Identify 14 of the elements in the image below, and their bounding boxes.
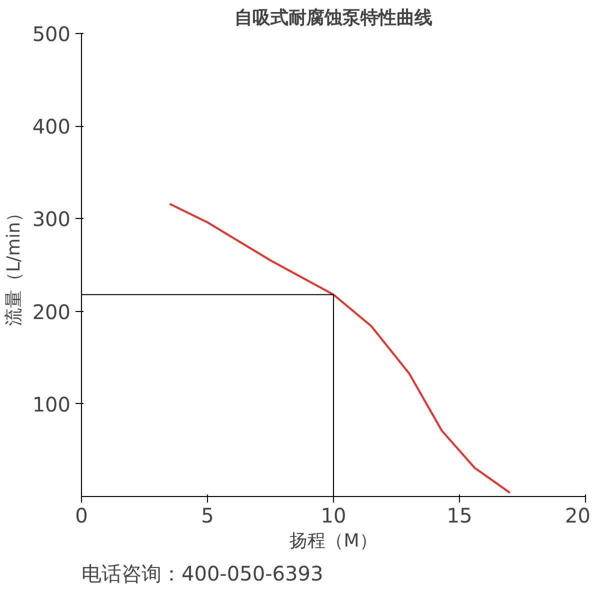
x-tick-label: 15 xyxy=(446,504,472,528)
x-tick-label: 20 xyxy=(565,504,591,528)
y-tick-label: 300 xyxy=(32,207,71,232)
y-tick-label: 400 xyxy=(32,114,71,139)
x-tick-label: 5 xyxy=(201,504,214,528)
x-tick-label: 0 xyxy=(75,504,88,528)
chart-title: 自吸式耐腐蚀泵特性曲线 xyxy=(234,8,432,28)
y-tick-label: 200 xyxy=(32,300,71,324)
text: 电话咨询：400-050-6393 xyxy=(82,562,324,586)
y-tick-label: 500 xyxy=(32,22,71,46)
x-axis-title: 扬程（M） xyxy=(290,530,378,552)
y-tick-label: 100 xyxy=(32,392,71,416)
y-axis-title: 流量（L/min） xyxy=(3,204,24,326)
x-tick-label: 10 xyxy=(320,504,346,528)
